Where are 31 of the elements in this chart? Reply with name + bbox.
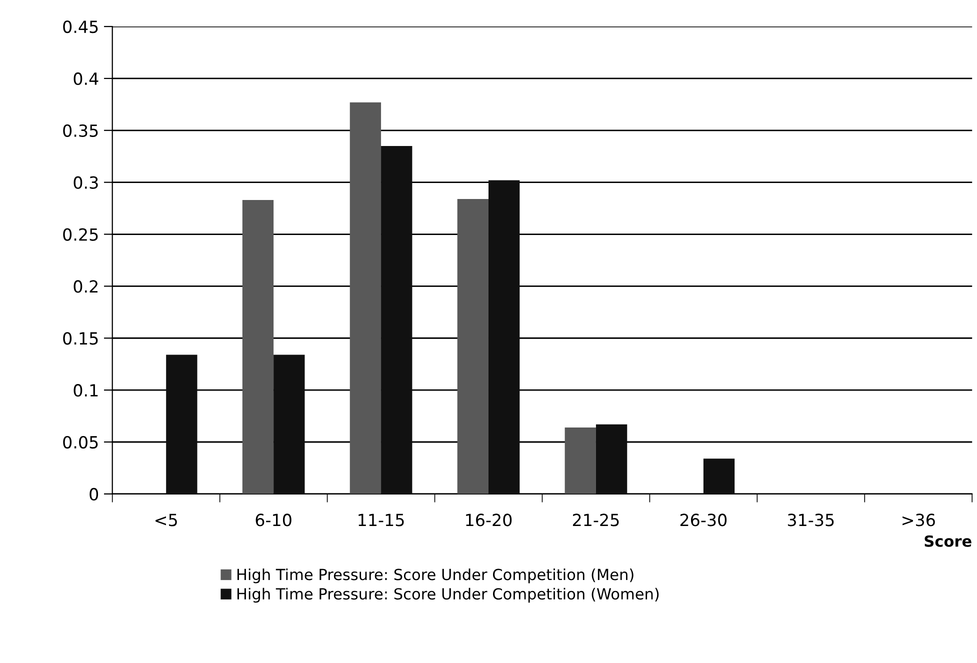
legend-label: High Time Pressure: Score Under Competition (Women)	[237, 588, 659, 603]
bar	[381, 146, 412, 494]
x-tick-label: <5	[156, 514, 177, 526]
bar	[274, 354, 305, 494]
y-tick-label: 0.4	[74, 72, 98, 86]
x-axis-title: Score	[924, 535, 972, 547]
y-tick-label: 0.1	[74, 384, 98, 397]
bar	[166, 354, 198, 494]
x-tick-label: >36	[902, 514, 935, 526]
y-tick-label: 0.25	[63, 228, 98, 241]
y-tick-label: 0.45	[63, 20, 98, 34]
x-tick-label: 26-30	[680, 514, 727, 526]
bar	[242, 200, 274, 494]
x-tick-label: 21-25	[572, 514, 619, 526]
y-tick-label: 0.15	[63, 332, 98, 345]
bar	[488, 180, 520, 494]
bar	[350, 102, 382, 494]
legend-label: High Time Pressure: Score Under Competition (Men)	[237, 568, 634, 584]
y-tick-label: 0	[90, 488, 98, 501]
y-tick-label: 0.3	[74, 176, 98, 189]
y-tick-label: 0.35	[63, 124, 98, 137]
bar	[457, 198, 488, 494]
bar	[564, 427, 596, 494]
x-tick-label: 6-10	[256, 514, 292, 526]
x-tick-label: 31-35	[788, 514, 834, 526]
bar	[703, 458, 735, 494]
bar	[596, 424, 628, 494]
y-tick-label: 0.2	[74, 280, 98, 293]
x-tick-label: 16-20	[466, 514, 512, 526]
x-tick-label: 11-15	[358, 514, 404, 526]
y-tick-label: 0.05	[63, 436, 98, 449]
